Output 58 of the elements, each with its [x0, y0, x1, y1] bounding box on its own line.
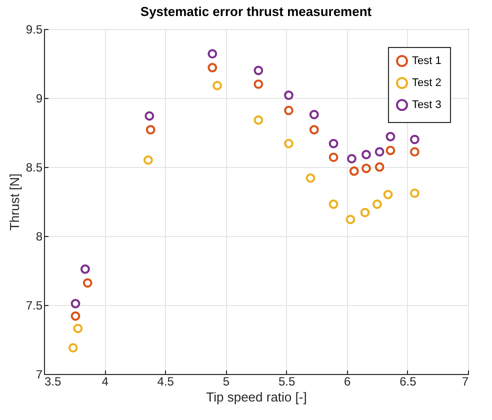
legend-label: Test 1 — [412, 55, 442, 67]
point — [372, 200, 382, 209]
point — [284, 138, 294, 148]
x-tick-label: 3.5 — [44, 374, 62, 388]
x-tick-label: 4 — [102, 374, 109, 388]
x-tick-label: 6 — [344, 374, 352, 388]
point — [349, 166, 359, 176]
point — [73, 324, 83, 334]
legend-label: Test 3 — [412, 99, 442, 111]
point — [374, 162, 384, 172]
point — [362, 150, 371, 160]
point — [144, 111, 154, 121]
point — [254, 80, 264, 89]
point — [254, 115, 264, 125]
point — [374, 147, 384, 157]
point — [70, 311, 80, 321]
point — [254, 66, 264, 76]
point — [386, 146, 396, 156]
y-tick-label: 8 — [36, 230, 43, 244]
point — [80, 264, 90, 274]
y-axis-title: Thrust [N] — [6, 173, 22, 231]
chart-title: Systematic error thrust measurement — [140, 4, 372, 19]
point — [346, 214, 356, 224]
point — [362, 164, 371, 174]
point — [82, 278, 92, 288]
point — [306, 173, 316, 183]
point — [360, 208, 370, 218]
point — [309, 110, 319, 120]
y-tick-label: 8.5 — [26, 160, 43, 174]
point — [386, 132, 396, 142]
point — [212, 80, 222, 90]
x-tick-label: 5.5 — [278, 374, 296, 388]
y-tick-label: 7.5 — [26, 298, 43, 312]
point — [146, 125, 156, 134]
point — [208, 49, 218, 59]
point — [284, 106, 294, 116]
point — [410, 134, 420, 144]
y-tick-label: 9 — [36, 92, 43, 106]
point — [208, 62, 218, 72]
point — [410, 147, 420, 157]
point — [410, 188, 420, 198]
y-tick-label: 9.5 — [26, 22, 43, 36]
x-tick-label: 5 — [222, 374, 230, 388]
x-axis-title: Tip speed ratio [-] — [206, 390, 307, 404]
point — [328, 138, 338, 148]
point — [383, 190, 393, 200]
point — [309, 125, 319, 134]
point — [328, 200, 338, 209]
point — [328, 152, 338, 162]
legend-label: Test 2 — [412, 77, 442, 89]
point — [284, 90, 294, 100]
x-tick-label: 7 — [462, 374, 469, 388]
x-tick-label: 6.5 — [400, 374, 417, 388]
point — [70, 298, 80, 308]
point — [143, 155, 153, 165]
point — [68, 343, 78, 352]
x-tick-label: 4.5 — [157, 374, 174, 388]
point — [346, 154, 356, 164]
